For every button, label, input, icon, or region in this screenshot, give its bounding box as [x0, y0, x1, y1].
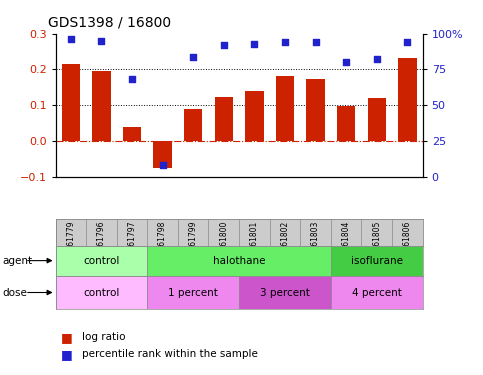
Text: GSM61806: GSM61806: [403, 220, 412, 262]
Text: GSM61798: GSM61798: [158, 220, 167, 262]
Text: GSM61779: GSM61779: [66, 220, 75, 262]
Text: GSM61796: GSM61796: [97, 220, 106, 262]
Bar: [56, 276, 147, 309]
Text: ■: ■: [60, 348, 72, 361]
Text: GSM61805: GSM61805: [372, 220, 381, 262]
Bar: [214, 97, 233, 141]
Text: 1 percent: 1 percent: [168, 288, 218, 297]
Text: GSM61801: GSM61801: [250, 220, 259, 262]
Text: dose: dose: [2, 288, 28, 297]
Point: [342, 59, 350, 65]
Bar: [92, 70, 111, 141]
Bar: [184, 109, 202, 141]
Text: 4 percent: 4 percent: [352, 288, 402, 297]
Bar: [337, 106, 355, 141]
Text: control: control: [83, 288, 120, 297]
Point: [403, 39, 411, 45]
Text: agent: agent: [2, 256, 32, 266]
Point: [189, 54, 197, 60]
Point: [128, 76, 136, 82]
Text: 3 percent: 3 percent: [260, 288, 310, 297]
Point: [98, 38, 105, 44]
Bar: [147, 246, 331, 276]
Text: halothane: halothane: [213, 256, 265, 266]
Text: GSM61804: GSM61804: [341, 220, 351, 262]
Text: GSM61802: GSM61802: [281, 220, 289, 262]
Text: GSM61799: GSM61799: [189, 220, 198, 262]
Point: [159, 162, 167, 168]
Bar: [239, 276, 331, 309]
Point: [281, 39, 289, 45]
Bar: [398, 58, 416, 141]
Point: [220, 42, 227, 48]
Bar: [276, 75, 294, 141]
Point: [67, 36, 75, 42]
Bar: [331, 276, 423, 309]
Text: GSM61803: GSM61803: [311, 220, 320, 262]
Bar: [62, 64, 80, 141]
Bar: [123, 127, 141, 141]
Text: GSM61797: GSM61797: [128, 220, 137, 262]
Text: ■: ■: [60, 331, 72, 344]
Text: control: control: [83, 256, 120, 266]
Point: [373, 57, 381, 63]
Bar: [368, 98, 386, 141]
Bar: [306, 79, 325, 141]
Text: log ratio: log ratio: [82, 333, 126, 342]
Bar: [56, 246, 147, 276]
Bar: [245, 91, 264, 141]
Bar: [154, 141, 172, 168]
Bar: [331, 246, 423, 276]
Bar: [147, 276, 239, 309]
Text: GDS1398 / 16800: GDS1398 / 16800: [48, 16, 171, 30]
Text: GSM61800: GSM61800: [219, 220, 228, 262]
Point: [312, 39, 319, 45]
Text: isoflurane: isoflurane: [351, 256, 403, 266]
Point: [251, 41, 258, 47]
Text: percentile rank within the sample: percentile rank within the sample: [82, 350, 258, 359]
